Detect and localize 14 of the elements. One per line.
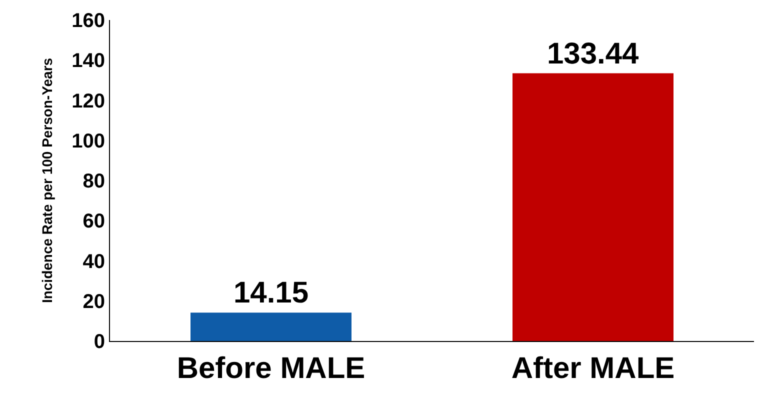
y-tick-label: 40: [82, 250, 105, 273]
x-tick-label: After MALE: [511, 352, 675, 385]
y-tick-label: 60: [82, 210, 105, 233]
y-tick-label: 120: [72, 90, 105, 112]
y-tick-label: 100: [72, 130, 105, 152]
data-label: 133.44: [546, 37, 640, 70]
y-tick-label: 0: [94, 331, 105, 353]
y-tick-label: 20: [82, 290, 105, 313]
y-tick-label: 140: [72, 50, 105, 72]
x-tick-label: Before MALE: [176, 352, 366, 385]
y-tick-label: 160: [72, 10, 105, 32]
y-tick-label: 80: [82, 170, 105, 192]
y-axis-title: Incidence Rate per 100 Person-Years: [39, 58, 56, 304]
data-label: 14.15: [233, 276, 309, 310]
